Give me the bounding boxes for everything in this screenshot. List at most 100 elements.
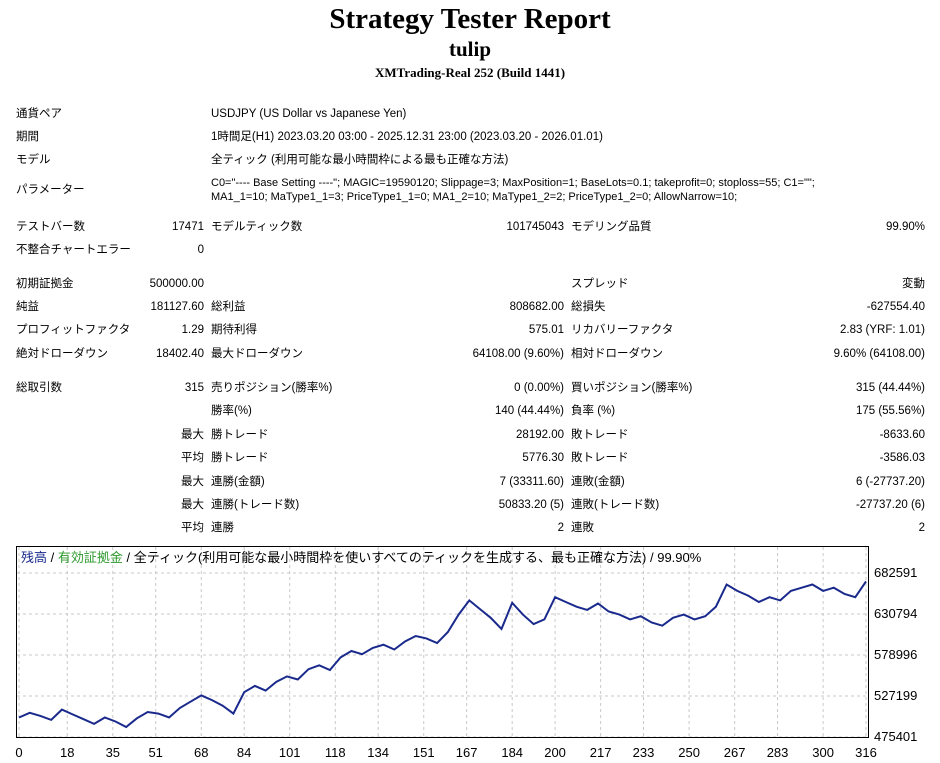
x-tick-label: 101 <box>278 745 301 760</box>
bars-label: テストバー数 <box>16 221 85 233</box>
avg-consec-win-label: 連勝 <box>211 522 234 534</box>
avg-win-value: 5776.30 <box>522 452 564 464</box>
model-label: モデル <box>16 154 51 166</box>
short-value: 0 (0.00%) <box>514 382 564 394</box>
y-tick-label: 682591 <box>874 565 918 580</box>
report-title: Strategy Tester Report <box>329 3 611 35</box>
balance-chart: 残高 / 有効証拠金 / 全ティック(利用可能な最小時間枠を使いすべてのティック… <box>16 546 869 738</box>
max-label: 最大 <box>181 429 204 441</box>
x-tick-label: 200 <box>544 745 566 760</box>
mismatch-label: 不整合チャートエラー <box>16 244 131 256</box>
max-consec-profit-value: 50833.20 (5) <box>498 499 564 511</box>
x-tick-label: 267 <box>723 745 746 760</box>
avg-loss-label: 敗トレード <box>571 452 629 464</box>
y-tick-label: 475401 <box>874 729 918 744</box>
deposit-label: 初期証拠金 <box>16 278 74 290</box>
absdd-value: 18402.40 <box>156 348 204 360</box>
grossloss-value: -627554.40 <box>866 301 925 313</box>
largest-loss-label: 敗トレード <box>571 429 629 441</box>
x-tick-label: 35 <box>105 745 121 760</box>
max-label-3: 最大 <box>181 499 204 511</box>
avg-label-2: 平均 <box>181 522 204 534</box>
bars-value: 17471 <box>172 221 204 233</box>
ticks-label: モデルティック数 <box>211 221 303 233</box>
largest-loss-value: -8633.60 <box>879 429 925 441</box>
x-tick-label: 283 <box>766 745 789 760</box>
long-value: 315 (44.44%) <box>855 382 925 394</box>
netprofit-value: 181127.60 <box>150 301 204 313</box>
pair-label: 通貨ペア <box>16 108 62 120</box>
x-tick-label: 118 <box>324 745 346 760</box>
avg-label: 平均 <box>181 452 204 464</box>
long-label: 買いポジション(勝率%) <box>571 382 693 394</box>
absdd-label: 絶対ドローダウン <box>16 348 108 360</box>
short-label: 売りポジション(勝率%) <box>211 382 333 394</box>
expected-value: 575.01 <box>528 324 564 336</box>
params-line1: C0="---- Base Setting ----"; MAGIC=19590… <box>211 177 815 189</box>
expected-label: 期待利得 <box>211 324 257 336</box>
winrate-label: 勝率(%) <box>211 405 252 417</box>
x-tick-label: 217 <box>589 745 612 760</box>
max-consec-profit-label: 連勝(トレード数) <box>211 499 300 511</box>
reldd-value: 9.60% (64108.00) <box>833 348 925 360</box>
quality-label: モデリング品質 <box>571 221 652 233</box>
expert-name: tulip <box>448 37 492 61</box>
lossrate-value: 175 (55.56%) <box>855 405 925 417</box>
grossprofit-label: 総利益 <box>211 301 246 313</box>
recovery-value: 2.83 (YRF: 1.01) <box>839 324 925 336</box>
period-value: 1時間足(H1) 2023.03.20 03:00 - 2025.12.31 2… <box>211 131 603 143</box>
pair-value: USDJPY (US Dollar vs Japanese Yen) <box>211 108 407 120</box>
grossloss-label: 総損失 <box>571 301 606 313</box>
trades-label: 総取引数 <box>16 382 62 394</box>
quality-value: 99.90% <box>885 221 925 233</box>
winrate-value: 140 (44.44%) <box>494 405 564 417</box>
lossrate-label: 負率 (%) <box>571 405 616 417</box>
maxdd-label: 最大ドローダウン <box>211 348 303 360</box>
avg-win-label: 勝トレード <box>211 452 269 464</box>
max-consec-win-value: 7 (33311.60) <box>499 476 564 488</box>
deposit-value: 500000.00 <box>149 278 204 290</box>
x-tick-label: 151 <box>412 745 435 760</box>
avg-consec-win-value: 2 <box>557 522 564 534</box>
legend-balance: 残高 <box>21 550 48 565</box>
netprofit-label: 純益 <box>16 301 39 313</box>
x-tick-label: 51 <box>148 745 163 760</box>
x-tick-label: 84 <box>236 745 252 760</box>
max-consec-win-label: 連勝(金額) <box>211 476 265 488</box>
x-tick-label: 134 <box>367 745 390 760</box>
x-tick-label: 18 <box>60 745 75 760</box>
x-tick-label: 250 <box>678 745 700 760</box>
legend-sep-2: / <box>122 550 134 565</box>
ticks-value: 101745043 <box>506 221 564 233</box>
params-line2: MA1_1=10; MaType1_1=3; PriceType1_1=0; M… <box>211 191 738 203</box>
x-tick-label: 167 <box>455 745 478 760</box>
y-tick-label: 527199 <box>874 687 918 703</box>
pf-label: プロフィットファクタ <box>16 324 131 336</box>
maxdd-value: 64108.00 (9.60%) <box>472 348 564 360</box>
avg-loss-value: -3586.03 <box>879 452 925 464</box>
x-tick-label: 316 <box>855 745 877 760</box>
x-tick-label: 0 <box>15 745 23 760</box>
max-consec-lossamt-label: 連敗(トレード数) <box>571 499 660 511</box>
reldd-label: 相対ドローダウン <box>571 348 663 360</box>
largest-win-label: 勝トレード <box>211 429 269 441</box>
spread-label: スプレッド <box>571 278 629 290</box>
trades-value: 315 <box>184 382 204 394</box>
server-build: XMTrading-Real 252 (Build 1441) <box>374 65 566 80</box>
legend-equity: 有効証拠金 <box>57 550 123 565</box>
chart-legend: 残高 / 有効証拠金 / 全ティック(利用可能な最小時間枠を使いすべてのティック… <box>21 550 701 566</box>
avg-consec-loss-label: 連敗 <box>571 522 594 534</box>
pf-value: 1.29 <box>181 324 204 336</box>
chart-plot <box>17 547 868 737</box>
y-tick-label: 630794 <box>874 605 918 621</box>
max-consec-loss-label: 連敗(金額) <box>571 476 625 488</box>
balance-line <box>18 580 867 729</box>
recovery-label: リカバリーファクタ <box>571 324 674 336</box>
y-tick-label: 578996 <box>874 647 918 662</box>
x-tick-label: 68 <box>194 745 209 760</box>
max-consec-lossamt-value: -27737.20 (6) <box>855 499 925 511</box>
avg-consec-loss-value: 2 <box>918 522 925 534</box>
params-label: パラメーター <box>16 184 85 196</box>
x-tick-label: 184 <box>501 745 524 760</box>
max-consec-loss-value: 6 (-27737.20) <box>855 476 925 488</box>
